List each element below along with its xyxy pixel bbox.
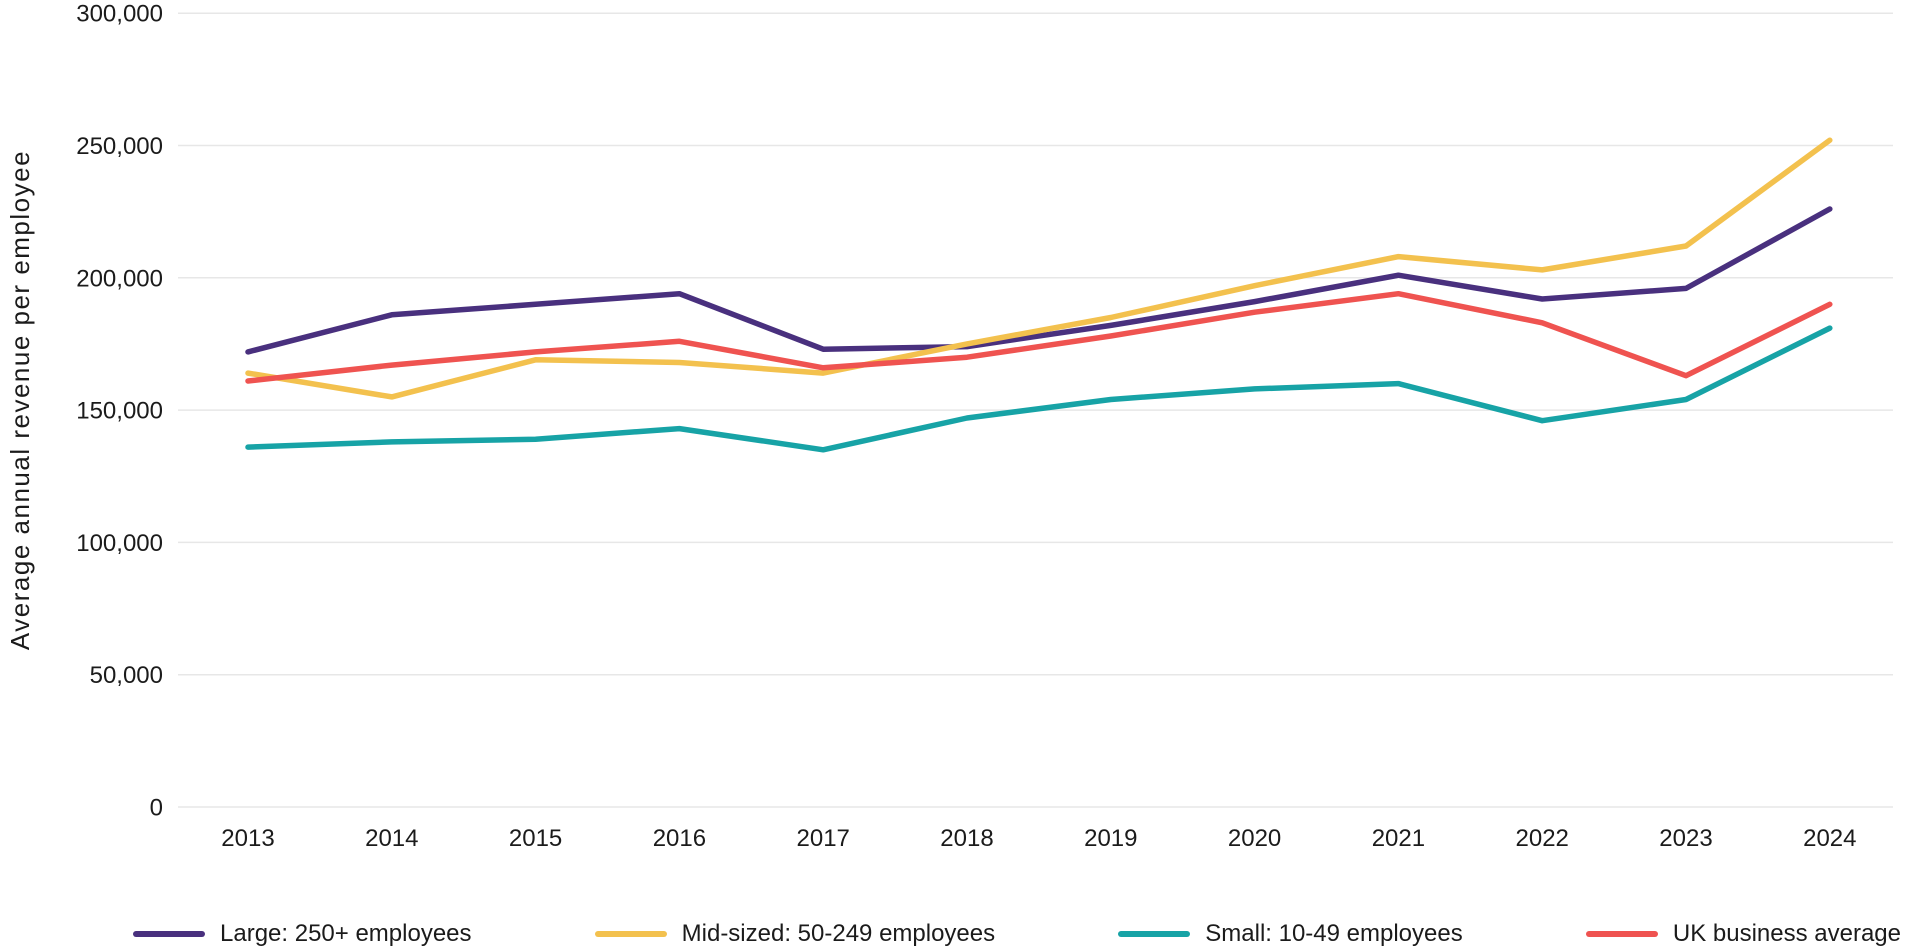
y-tick-label: 0 [150,795,163,822]
legend-item-large: Large: 250+ employees [133,920,472,948]
legend-swatch-uk-average [1585,931,1658,937]
x-tick-label: 2019 [1084,825,1137,852]
y-tick-label: 250,000 [76,133,163,160]
y-tick-label: 200,000 [76,265,163,292]
legend-swatch-small [1118,931,1191,937]
x-tick-label: 2014 [365,825,418,852]
legend-swatch-large [133,931,205,937]
x-tick-label: 2016 [653,825,706,852]
y-tick-label: 300,000 [76,1,163,28]
y-tick-label: 100,000 [76,530,163,557]
legend-label-large: Large: 250+ employees [220,920,472,947]
chart-legend: Large: 250+ employees Mid-sized: 50-249 … [0,918,1909,950]
y-tick-label: 150,000 [76,398,163,425]
series-line-1 [245,137,1833,400]
legend-item-small: Small: 10-49 employees [1118,920,1463,948]
x-tick-label: 2015 [509,825,562,852]
series-line-3 [245,290,1833,384]
legend-swatch-mid-sized [594,931,667,937]
legend-item-mid-sized: Mid-sized: 50-249 employees [594,920,996,948]
legend-label-small: Small: 10-49 employees [1205,920,1463,947]
y-tick-label: 50,000 [90,662,163,689]
series-line-0 [245,206,1833,355]
x-tick-label: 2023 [1659,825,1712,852]
x-tick-label: 2024 [1803,825,1856,852]
series-line-2 [245,325,1833,453]
x-tick-label: 2013 [221,825,274,852]
x-tick-label: 2020 [1228,825,1281,852]
x-tick-label: 2018 [940,825,993,852]
x-tick-label: 2021 [1372,825,1425,852]
x-tick-label: 2017 [797,825,850,852]
x-tick-label: 2022 [1516,825,1569,852]
legend-item-uk-average: UK business average [1585,920,1901,948]
legend-label-mid-sized: Mid-sized: 50-249 employees [681,920,996,947]
legend-label-uk-average: UK business average [1672,920,1901,947]
